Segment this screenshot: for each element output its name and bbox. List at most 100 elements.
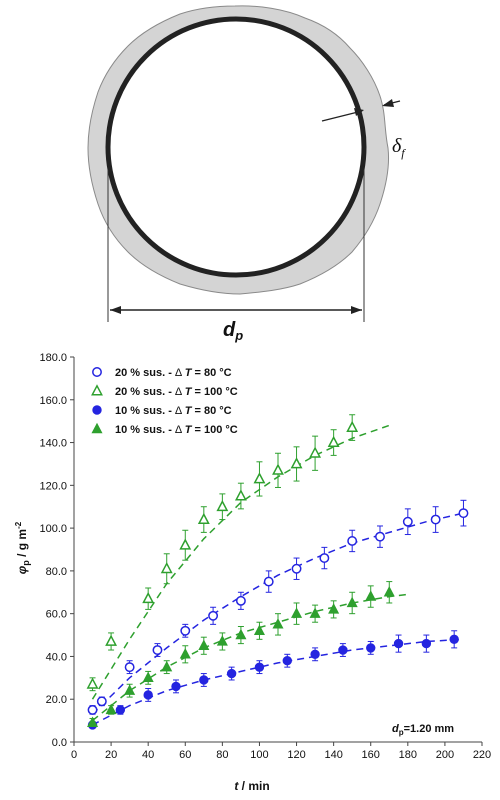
fit-line-series-2: [91, 424, 390, 700]
annotation-sub: p: [399, 728, 404, 737]
legend-prefix: 20 % sus. -: [115, 367, 175, 379]
data-point-series-2: [216, 499, 229, 512]
x-axis-var: t: [234, 779, 239, 793]
x-tick-label: 140: [324, 749, 342, 761]
x-tick-label: 220: [473, 749, 491, 761]
legend-value: = 80 °C: [191, 405, 231, 417]
data-point-series-3: [171, 681, 181, 692]
pipe-wall: [105, 16, 367, 278]
legend-delta: Δ: [175, 405, 185, 417]
data-point-series-1: [430, 514, 441, 525]
y-tick-label: 0.0: [52, 737, 67, 749]
data-point-series-4: [235, 628, 247, 640]
data-point-series-2: [86, 677, 99, 689]
axes: [73, 357, 482, 743]
data-point-series-2: [105, 634, 118, 646]
data-point-series-2: [346, 420, 359, 433]
y-tick-label: 60.0: [46, 609, 67, 621]
data-point-series-1: [402, 516, 413, 527]
y-tick-label: 20.0: [46, 694, 67, 706]
data-point-series-4: [161, 660, 173, 672]
legend-var: T: [185, 405, 193, 417]
x-tick-label: 60: [179, 749, 191, 761]
data-point-series-3: [449, 634, 459, 645]
pipe-diagram: dp δf: [87, 5, 406, 343]
data-point-series-3: [310, 649, 320, 660]
data-point-series-4: [124, 684, 136, 695]
legend-var: T: [185, 424, 193, 436]
data-point-series-3: [282, 656, 292, 666]
data-point-series-2: [327, 435, 340, 448]
data-point-series-4: [272, 618, 284, 629]
y-tick-label: 40.0: [46, 651, 67, 663]
data-point-series-3: [254, 662, 265, 672]
legend-marker-1: [92, 367, 102, 377]
data-point-series-2: [142, 591, 155, 604]
data-point-series-4: [365, 590, 377, 601]
legend-delta: Δ: [175, 424, 185, 436]
y-axis-sup: -2: [14, 521, 23, 529]
data-point-series-1: [208, 610, 219, 621]
x-tick-label: 20: [105, 749, 117, 761]
film-arrow-in-head: [354, 108, 364, 116]
data-point-series-2: [179, 538, 192, 550]
data-point-series-1: [152, 645, 163, 655]
y-tick-label: 140.0: [39, 438, 67, 450]
data-point-series-2: [309, 446, 322, 458]
data-point-series-4: [216, 635, 228, 646]
legend-marker-3: [92, 405, 102, 415]
data-point-series-2: [290, 457, 303, 469]
data-point-series-3: [393, 638, 404, 649]
data-point-series-4: [142, 671, 154, 683]
y-axis-unit: / g m: [15, 529, 29, 560]
legend-value: = 100 °C: [191, 386, 237, 398]
y-tick-label: 80.0: [46, 566, 67, 578]
legend-label-2: 20 % sus. - Δ T = 100 °C: [115, 386, 238, 398]
data-point-series-1: [263, 576, 274, 587]
y-axis-title: φp / g m-2: [14, 521, 31, 574]
diameter-sub: p: [234, 328, 243, 343]
data-points: [86, 420, 469, 730]
chart: 0.0 20.0 40.0 60.0 80.0 100.0 120.0 140.0 160.0 1…: [14, 352, 491, 793]
data-point-series-3: [366, 643, 376, 653]
data-point-series-2: [197, 512, 210, 525]
data-point-series-3: [115, 705, 126, 715]
data-point-series-3: [338, 645, 348, 655]
data-point-series-2: [160, 561, 173, 574]
legend-marker-4: [91, 422, 103, 434]
fit-line-series-1: [91, 512, 464, 715]
fit-line-series-3: [92, 638, 464, 726]
x-tick-label: 80: [216, 749, 228, 761]
legend-label-3: 10 % sus. - Δ T = 80 °C: [115, 405, 232, 417]
data-point-series-4: [291, 607, 303, 618]
x-tick-label: 200: [436, 749, 454, 761]
film-label: δ: [392, 135, 402, 157]
x-tick-label: 160: [362, 749, 380, 761]
legend-delta: Δ: [175, 386, 185, 398]
x-ticks: 0 20 40 60 80 100 120 140 160 180 200 220: [71, 742, 491, 761]
data-point-series-3: [143, 690, 153, 700]
data-point-series-4: [198, 639, 210, 650]
data-point-series-1: [347, 535, 358, 546]
data-point-series-2: [253, 472, 266, 484]
legend-marker-2: [91, 384, 103, 396]
data-point-series-3: [421, 638, 432, 649]
x-tick-label: 100: [250, 749, 268, 761]
dimension-arrow-left: [110, 306, 121, 314]
legend: 20 % sus. - Δ T = 80 °C20 % sus. - Δ T =…: [91, 367, 238, 436]
legend-var: T: [185, 386, 193, 398]
x-tick-label: 40: [142, 749, 154, 761]
x-tick-label: 0: [71, 749, 77, 761]
data-point-series-2: [234, 489, 247, 501]
y-tick-label: 160.0: [39, 395, 67, 407]
data-point-series-1: [458, 508, 469, 519]
data-point-series-1: [375, 531, 385, 542]
annotation-value: =1.20 mm: [404, 723, 455, 735]
legend-label-4: 10 % sus. - Δ T = 100 °C: [115, 424, 238, 436]
y-axis-var: φ: [15, 565, 29, 574]
data-point-series-1: [180, 625, 191, 636]
data-point-series-4: [253, 624, 265, 635]
legend-label-1: 20 % sus. - Δ T = 80 °C: [115, 367, 232, 379]
film-sub: f: [401, 146, 406, 160]
